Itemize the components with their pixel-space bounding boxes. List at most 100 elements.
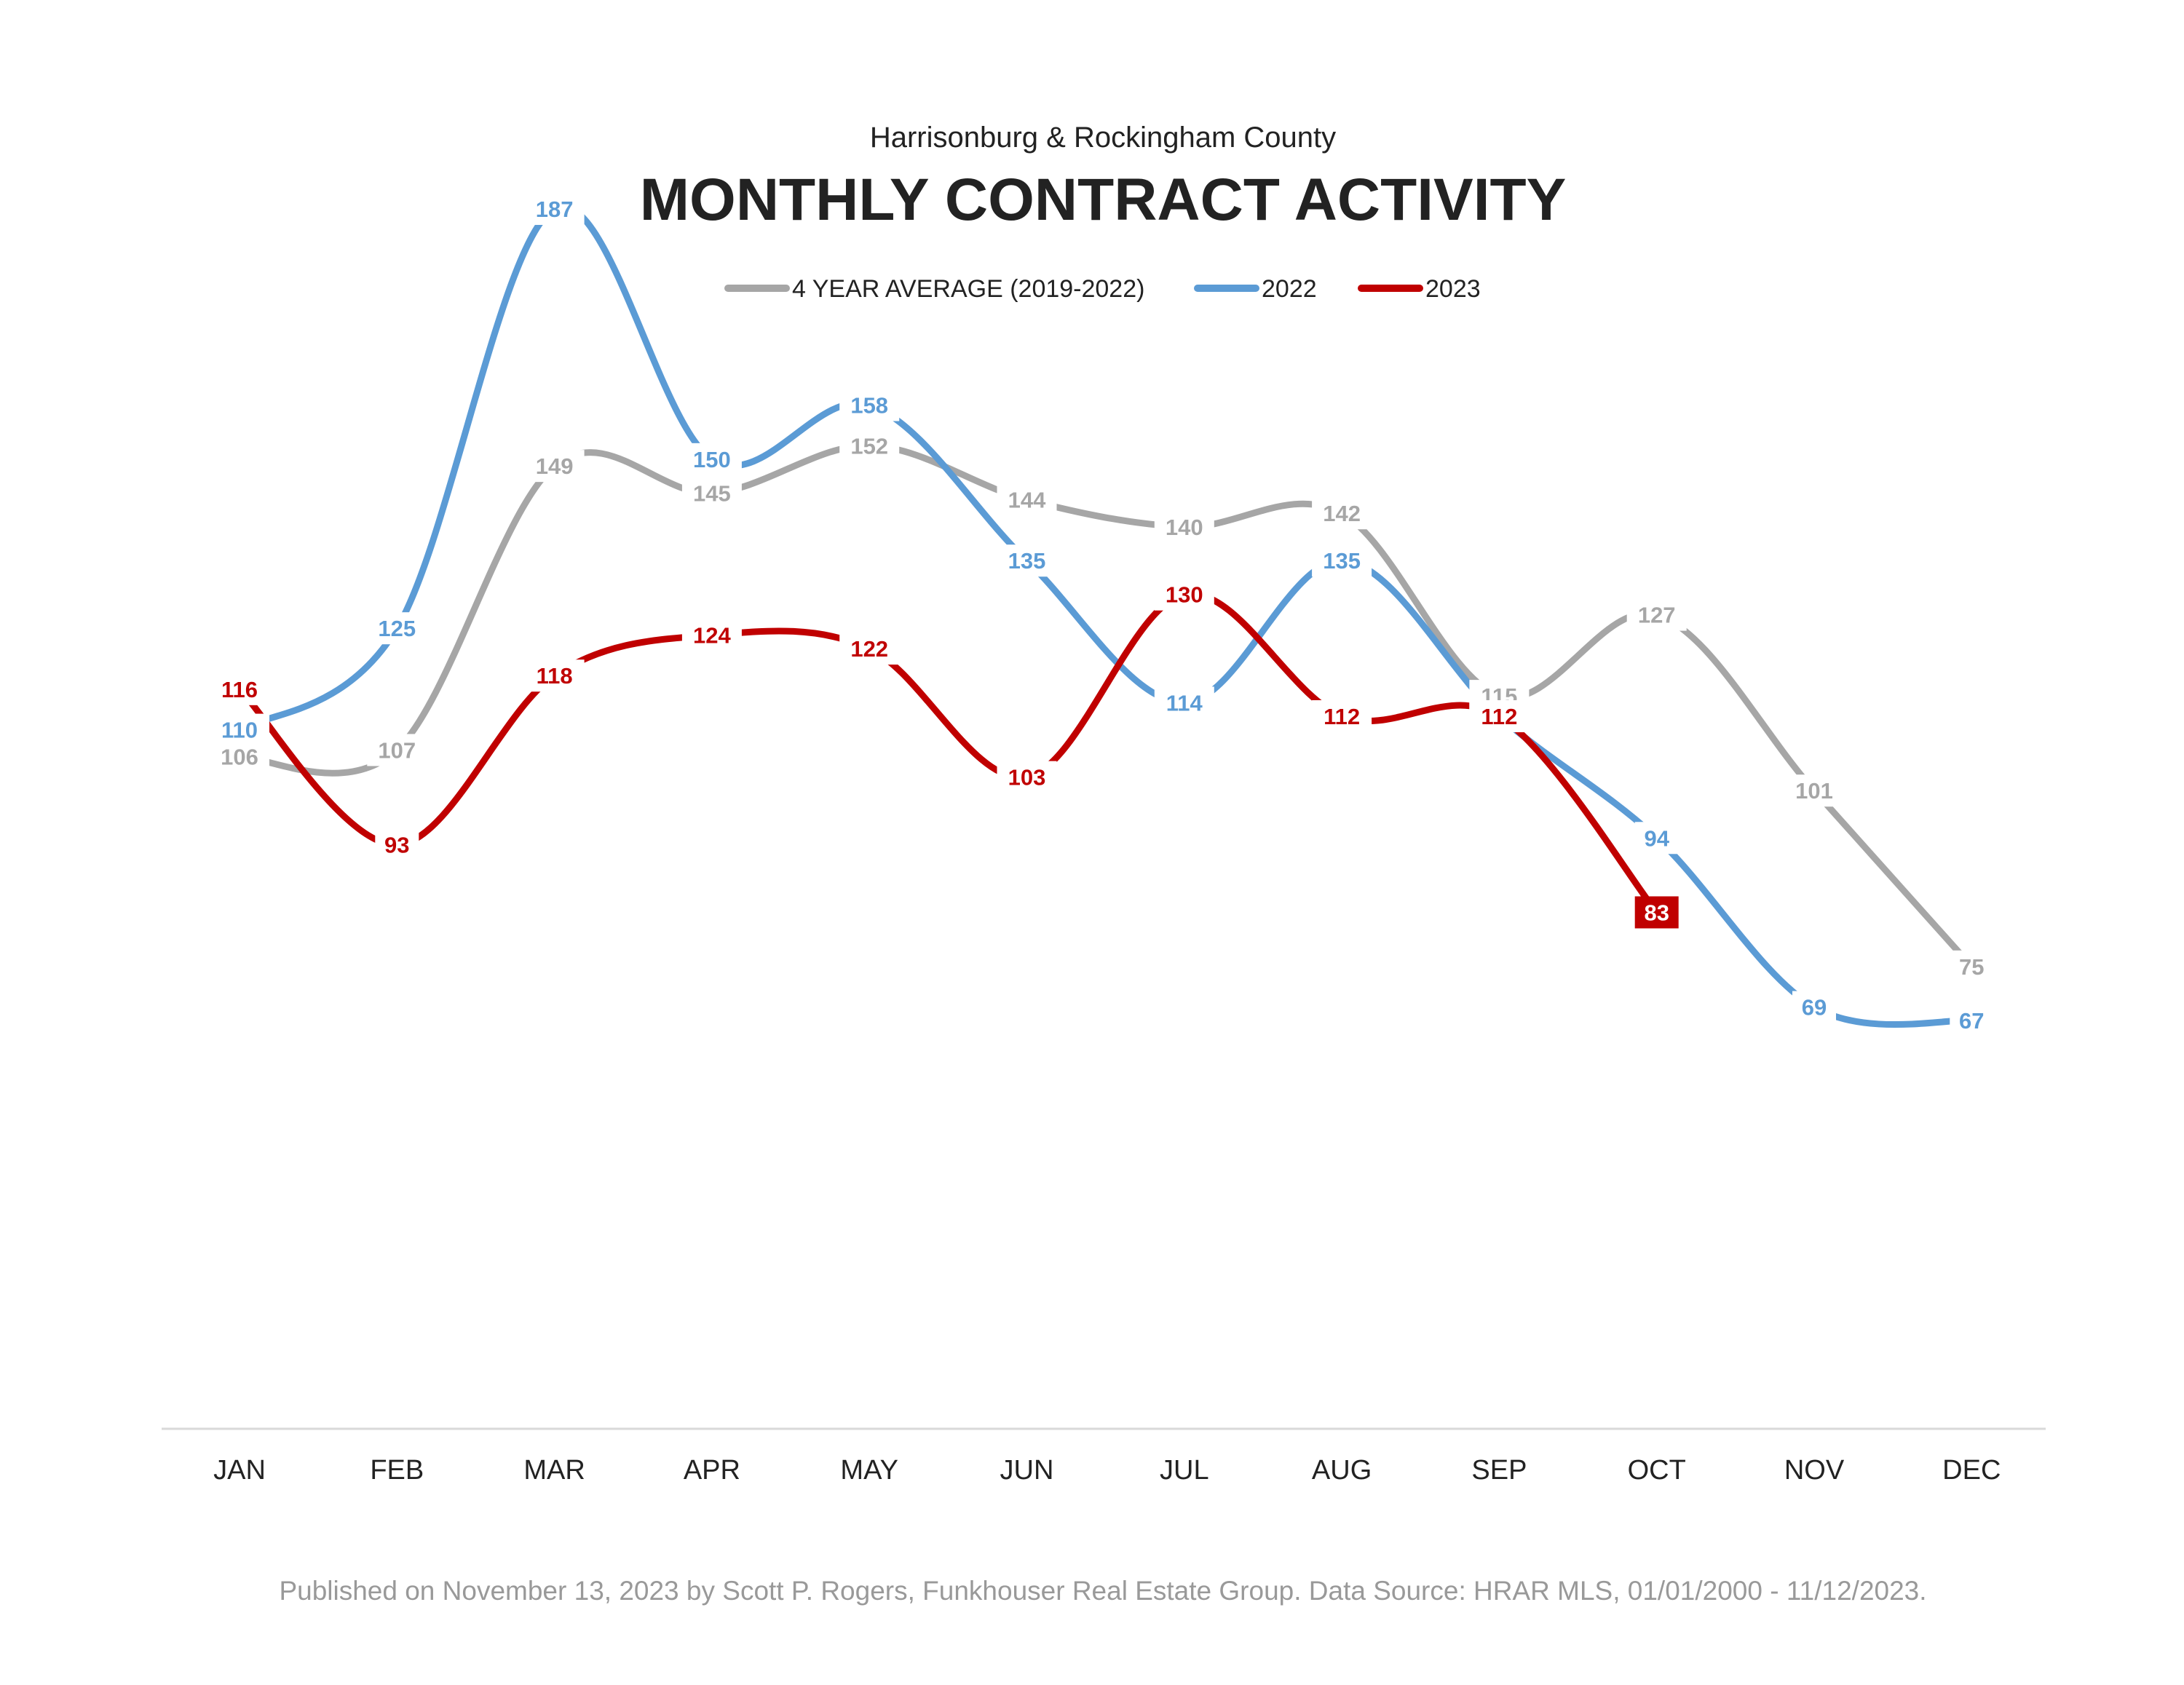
data-label: 93 — [384, 833, 409, 858]
data-label-bg — [681, 477, 742, 510]
x-tick-jan: JAN — [213, 1455, 266, 1486]
x-tick-jun: JUN — [1000, 1455, 1054, 1486]
data-point-2022-mar: 187 — [524, 193, 585, 226]
data-label-bg — [1312, 497, 1372, 530]
data-label: 124 — [693, 622, 731, 648]
data-label-bg — [524, 450, 585, 483]
x-tick-aug: AUG — [1312, 1455, 1372, 1486]
data-point-2023-jan: 116 — [210, 673, 269, 705]
data-label: 112 — [1481, 704, 1517, 729]
data-point-4-year-average-2019-2022-apr: 145 — [681, 477, 742, 510]
data-label-bg — [1950, 950, 1994, 983]
data-label: 125 — [378, 616, 416, 641]
data-point-4-year-average-2019-2022-jan: 106 — [210, 740, 269, 773]
data-label: 107 — [378, 737, 416, 763]
data-point-2022-feb: 125 — [367, 612, 427, 645]
data-label: 116 — [221, 677, 258, 702]
series-line-2023 — [236, 590, 1661, 916]
x-tick-apr: APR — [684, 1455, 740, 1486]
legend: 4 YEAR AVERAGE (2019-2022) 2022 2023 — [724, 275, 1481, 303]
data-label-bg — [997, 483, 1057, 516]
data-label: 135 — [1008, 548, 1046, 574]
chart-title: MONTHLY CONTRACT ACTIVITY — [640, 167, 1567, 233]
data-label-bg — [524, 659, 585, 692]
data-labels: 106 1071491451521441401421151271017511012… — [210, 193, 1994, 1037]
data-label-bg — [1634, 896, 1679, 929]
data-point-2023-may: 122 — [839, 633, 900, 665]
x-axis-ticks: JAN FEB MAR APR MAY JUN JUL AUG SEP OCT NOV DEC — [213, 1455, 2001, 1486]
x-tick-mar: MAR — [523, 1455, 585, 1486]
data-point-2023-apr: 124 — [681, 619, 742, 651]
data-label: 67 — [1959, 1008, 1984, 1034]
data-label-bg — [1784, 774, 1844, 807]
data-label: 187 — [536, 197, 574, 222]
data-label-bg — [1154, 686, 1214, 719]
data-point-2022-jul: 114 — [1154, 686, 1214, 719]
data-label-bg — [210, 740, 269, 773]
data-label: 69 — [1802, 995, 1827, 1020]
data-label-bg — [839, 389, 900, 421]
data-point-2022-aug: 135 — [1312, 544, 1372, 577]
legend-label-2022: 2022 — [1262, 275, 1317, 303]
data-label: 152 — [850, 433, 888, 459]
data-point-2023-mar: 118 — [524, 659, 585, 692]
footer-note: Published on November 13, 2023 by Scott … — [279, 1576, 1926, 1606]
data-point-2023-jul: 130 — [1154, 578, 1214, 611]
data-label: 150 — [693, 447, 731, 472]
data-label-bg — [1626, 598, 1687, 631]
series-line-2022 — [236, 203, 1975, 1028]
data-label: 118 — [537, 663, 573, 689]
data-label-bg — [1469, 699, 1530, 732]
data-label-bg — [1792, 991, 1836, 1023]
data-label: 101 — [1795, 778, 1833, 804]
data-label-bg — [210, 673, 269, 705]
data-point-4-year-average-2019-2022-jun: 144 — [997, 483, 1057, 516]
series-line-4-year-average-2019-2022 — [236, 442, 1975, 970]
data-point-2022-may: 158 — [839, 389, 900, 421]
data-label-bg — [839, 633, 900, 665]
series-lines — [236, 203, 1975, 1028]
data-label: 122 — [850, 636, 888, 662]
x-tick-may: MAY — [840, 1455, 898, 1486]
data-point-2023-oct: 83 — [1634, 896, 1679, 929]
data-label-bg — [681, 619, 742, 651]
data-label-bg — [1950, 1004, 1994, 1037]
data-label: 135 — [1323, 548, 1361, 574]
data-label-bg — [1312, 544, 1372, 577]
data-point-2022-jun: 135 — [997, 544, 1057, 577]
data-label: 145 — [693, 480, 731, 506]
data-label-bg — [1154, 510, 1214, 543]
data-label: 114 — [1166, 690, 1203, 715]
x-tick-feb: FEB — [370, 1455, 424, 1486]
data-label: 149 — [536, 453, 574, 479]
data-label: 142 — [1323, 501, 1361, 526]
data-label-bg — [375, 828, 419, 861]
data-point-4-year-average-2019-2022-oct: 127 — [1626, 598, 1687, 631]
data-point-2023-sep: 112 — [1469, 699, 1530, 732]
data-label: 158 — [850, 393, 888, 419]
data-label: 140 — [1166, 515, 1203, 540]
data-point-4-year-average-2019-2022-may: 152 — [839, 429, 900, 462]
data-point-2023-aug: 112 — [1312, 699, 1372, 732]
data-label-bg — [1154, 578, 1214, 611]
legend-label-2023: 2023 — [1425, 275, 1481, 303]
x-tick-nov: NOV — [1784, 1455, 1845, 1486]
data-point-4-year-average-2019-2022-dec: 75 — [1950, 950, 1994, 983]
data-point-4-year-average-2019-2022-mar: 149 — [524, 450, 585, 483]
data-label: 94 — [1644, 825, 1669, 851]
data-label: 110 — [221, 718, 258, 743]
data-label: 103 — [1008, 765, 1046, 790]
data-label-bg — [1634, 822, 1679, 855]
data-label-bg — [1312, 699, 1372, 732]
data-label-bg — [997, 761, 1057, 793]
data-label: 127 — [1638, 603, 1676, 628]
data-label-bg — [524, 193, 585, 226]
data-point-4-year-average-2019-2022-jul: 140 — [1154, 510, 1214, 543]
data-label: 112 — [1324, 704, 1360, 729]
data-label: 144 — [1008, 488, 1046, 513]
chart-subtitle: Harrisonburg & Rockingham County — [870, 122, 1336, 154]
data-point-2023-feb: 93 — [375, 828, 419, 861]
data-point-4-year-average-2019-2022-nov: 101 — [1784, 774, 1844, 807]
data-label: 83 — [1644, 900, 1669, 925]
